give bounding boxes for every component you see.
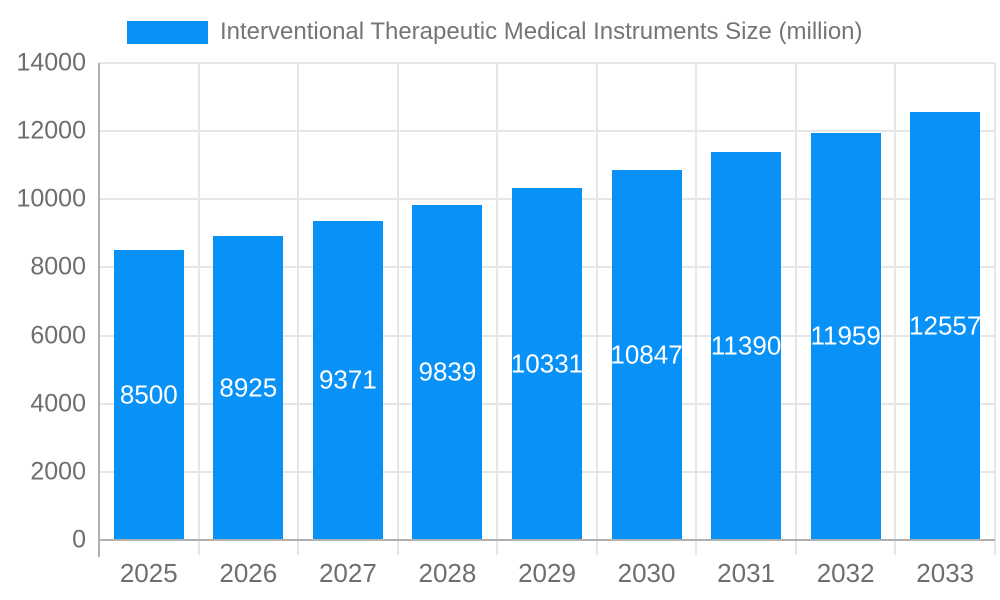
x-gridline [794,63,797,555]
y-tick-label: 6000 [30,321,86,350]
x-tick-label: 2028 [418,558,477,588]
bar-2033 [910,112,981,540]
x-gridline [994,63,996,555]
x-tick-label: 2031 [717,558,776,588]
bar-value-label: 8925 [219,372,278,403]
bar-2030 [611,170,682,540]
x-tick-label: 2026 [219,558,278,588]
y-axis-line [98,63,100,557]
y-tick-label: 4000 [30,389,86,418]
legend-swatch [127,20,208,44]
y-tick-label: 0 [72,525,86,554]
bar-2031 [711,151,782,540]
x-tick-label: 2030 [617,558,676,588]
x-axis-line [98,539,995,541]
bar-value-label: 9371 [318,364,377,395]
x-gridline [496,63,499,555]
bar-value-label: 10331 [510,348,584,379]
y-tick-label: 10000 [16,184,86,213]
y-tick-label: 14000 [16,48,86,77]
y-tick-label: 2000 [30,457,86,486]
x-tick-label: 2027 [318,558,377,588]
x-tick-label: 2033 [916,558,975,588]
legend-label: Interventional Therapeutic Medical Instr… [220,18,863,45]
y-gridline [99,62,995,64]
x-gridline [396,63,399,555]
x-tick-label: 2025 [119,558,178,588]
bar-2029 [512,188,582,540]
bar-value-label: 11959 [810,320,881,351]
bar-2027 [312,220,383,540]
y-tick-label: 8000 [30,252,86,281]
bar-value-label: 9839 [418,356,477,387]
bar-2026 [213,235,284,540]
x-gridline [297,63,300,555]
bar-value-label: 8500 [119,379,178,410]
x-gridline [197,63,200,555]
legend[interactable]: Interventional Therapeutic Medical Instr… [127,18,863,45]
y-gridline [99,130,995,133]
bar-value-label: 10847 [610,339,683,370]
x-gridline [894,63,897,555]
bar-2028 [412,204,483,540]
bar-value-label: 12557 [909,310,982,341]
bar-2032 [810,132,881,540]
x-gridline [595,63,598,555]
y-tick-label: 12000 [16,116,86,145]
x-tick-label: 2029 [518,558,576,588]
bar-value-label: 11390 [710,330,782,361]
x-gridline [695,63,698,555]
x-tick-label: 2032 [816,558,875,588]
bar-2025 [113,250,184,540]
